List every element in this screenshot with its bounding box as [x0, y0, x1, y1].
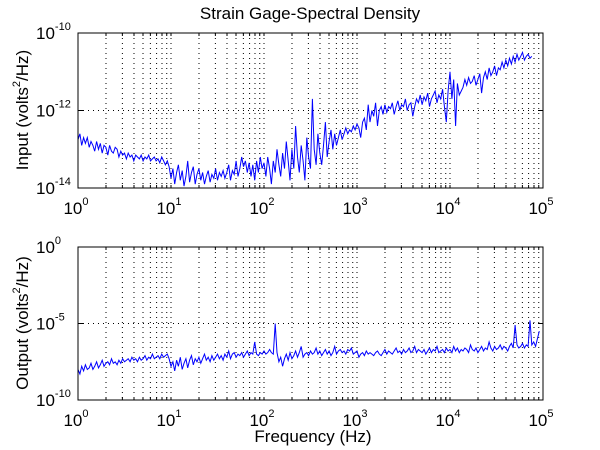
output-x-tick-label: 104 [435, 408, 460, 430]
input-x-tick-label: 103 [342, 196, 367, 218]
input-y-tick-label: 10-12 [36, 99, 71, 121]
tick-exponent: 4 [454, 196, 460, 208]
tick-base: 10 [63, 411, 82, 430]
output-x-tick-label: 103 [342, 408, 367, 430]
tick-base: 10 [435, 411, 454, 430]
output-y-tick-label: 10-10 [36, 388, 71, 410]
tick-exponent: 2 [268, 408, 274, 420]
output-y-label-post: /Hz) [13, 256, 32, 287]
tick-exponent: 1 [175, 196, 181, 208]
tick-exponent: -10 [55, 21, 71, 33]
input-x-tick-label: 101 [156, 196, 181, 218]
tick-base: 10 [342, 411, 361, 430]
tick-exponent: -10 [55, 388, 71, 400]
output-axes-frame [77, 246, 544, 401]
tick-exponent: -12 [55, 99, 71, 111]
tick-base: 10 [36, 391, 55, 410]
input-grid [78, 33, 543, 188]
tick-exponent: 5 [547, 196, 553, 208]
input-x-tick-label: 104 [435, 196, 460, 218]
output-grid [78, 247, 543, 400]
tick-exponent: 4 [454, 408, 460, 420]
tick-base: 10 [435, 199, 454, 218]
input-series-line [77, 50, 533, 187]
input-axes-frame [77, 32, 544, 189]
tick-base: 10 [249, 411, 268, 430]
tick-exponent: 0 [82, 196, 88, 208]
output-x-tick-label: 100 [63, 408, 88, 430]
tick-exponent: 3 [361, 408, 367, 420]
output-y-tick-label: 10-5 [36, 312, 65, 334]
tick-base: 10 [36, 238, 55, 257]
input-y-axis-label: Input (volts2/Hz) [11, 50, 32, 170]
tick-exponent: -14 [55, 176, 71, 188]
tick-base: 10 [249, 199, 268, 218]
tick-base: 10 [528, 411, 547, 430]
tick-base: 10 [36, 102, 55, 121]
output-y-axis-label: Output (volts2/Hz) [11, 256, 32, 390]
tick-base: 10 [36, 179, 55, 198]
tick-exponent: -5 [55, 312, 65, 324]
tick-base: 10 [36, 315, 55, 334]
input-x-tick-label: 102 [249, 196, 274, 218]
tick-exponent: 0 [82, 408, 88, 420]
input-x-tick-labels: 100 101 102 103 104 105 [63, 196, 553, 218]
output-plot-area [78, 247, 543, 400]
tick-base: 10 [528, 199, 547, 218]
output-y-tick-label: 100 [36, 235, 61, 257]
output-x-tick-label: 101 [156, 408, 181, 430]
output-y-label-sup: 2 [11, 287, 23, 293]
input-y-tick-label: 10-10 [36, 21, 71, 43]
output-x-tick-label: 102 [249, 408, 274, 430]
input-y-label-post: /Hz) [13, 50, 32, 81]
tick-exponent: 0 [55, 235, 61, 247]
tick-exponent: 3 [361, 196, 367, 208]
tick-exponent: 5 [547, 408, 553, 420]
output-x-tick-label: 105 [528, 408, 553, 430]
input-y-label-sup: 2 [11, 81, 23, 87]
tick-exponent: 2 [268, 196, 274, 208]
chart-title: Strain Gage-Spectral Density [200, 4, 421, 23]
tick-base: 10 [63, 199, 82, 218]
tick-base: 10 [36, 24, 55, 43]
tick-base: 10 [156, 199, 175, 218]
input-x-tick-label: 100 [63, 196, 88, 218]
input-y-label-pre: Input (volts [13, 87, 32, 170]
tick-base: 10 [342, 199, 361, 218]
tick-exponent: 1 [175, 408, 181, 420]
x-axis-label: Frequency (Hz) [254, 427, 371, 446]
output-series-line [77, 320, 540, 376]
input-x-tick-label: 105 [528, 196, 553, 218]
tick-base: 10 [156, 411, 175, 430]
input-y-tick-label: 10-14 [36, 176, 71, 198]
output-y-label-pre: Output (volts [13, 293, 32, 389]
output-x-tick-labels: 100 101 102 103 104 105 [63, 408, 553, 430]
